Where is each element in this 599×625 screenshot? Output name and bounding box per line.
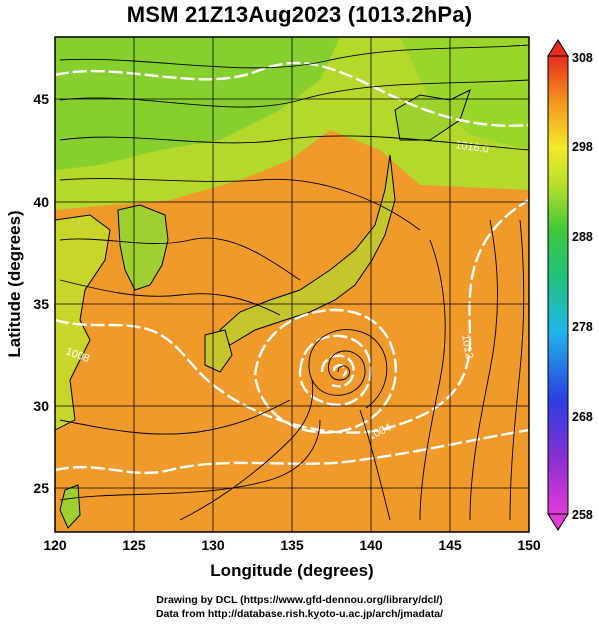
colorbar-tick-label: 278 xyxy=(572,320,593,334)
credit-drawing: Drawing by DCL (https://www.gfd-dennou.o… xyxy=(156,594,443,606)
colorbar-tick-label: 288 xyxy=(572,230,593,244)
colorbar-body xyxy=(547,55,569,515)
landmass-japan-honshu xyxy=(219,154,396,346)
isobar-low-inner-1 xyxy=(320,354,355,388)
colorbar-bottom-arrow xyxy=(547,513,569,531)
grid xyxy=(55,37,529,532)
colorbar-tick-label: 258 xyxy=(572,508,593,522)
contour-label-1012: 1012 xyxy=(459,333,475,359)
plot-frame xyxy=(54,36,530,533)
y-axis: 25 30 35 40 45 Latitude (degrees) xyxy=(5,91,49,496)
isobar-1016 xyxy=(55,61,529,127)
isobar-1004 xyxy=(298,334,372,407)
colorbar-top-arrow xyxy=(547,39,569,57)
y-tick-label: 30 xyxy=(33,398,49,414)
colorbar-tick-label: 298 xyxy=(572,140,593,154)
landmass-taiwan xyxy=(59,484,81,529)
y-tick-label: 40 xyxy=(33,194,49,210)
y-tick-label: 35 xyxy=(33,296,49,312)
x-tick-label: 145 xyxy=(438,537,462,553)
isobar-1008 xyxy=(253,308,397,434)
x-tick-label: 150 xyxy=(517,537,541,553)
streamlines xyxy=(59,44,529,521)
landmass-china xyxy=(55,214,111,431)
landmass-korea xyxy=(117,204,169,291)
y-axis-label: Latitude (degrees) xyxy=(5,210,24,357)
map-title: MSM 21Z13Aug2023 (1013.2hPa) xyxy=(126,2,473,27)
x-tick-label: 135 xyxy=(280,537,304,553)
x-axis: 120 125 130 135 140 145 150 Longitude (d… xyxy=(43,537,541,580)
contour-label-1016: 1016.0 xyxy=(455,139,490,156)
cool-field-north-inner xyxy=(55,37,340,170)
landmass-japan-hokkaido xyxy=(394,89,471,141)
x-tick-label: 120 xyxy=(43,537,67,553)
colorbar-tick-label: 268 xyxy=(572,410,593,424)
colorbar-tick-label: 308 xyxy=(572,51,593,65)
x-tick-label: 125 xyxy=(122,537,146,553)
x-tick-label: 130 xyxy=(201,537,225,553)
y-tick-label: 45 xyxy=(33,91,49,107)
isobar-south xyxy=(55,428,529,475)
y-tick-label: 25 xyxy=(33,480,49,496)
colorbar: 308 298 288 278 268 258 xyxy=(547,39,593,531)
landmass-kyushu xyxy=(204,329,233,373)
typhoon-spiral xyxy=(308,329,388,409)
x-axis-label: Longitude (degrees) xyxy=(210,561,373,580)
x-tick-label: 140 xyxy=(359,537,383,553)
credit-data: Data from http://database.rish.kyoto-u.a… xyxy=(155,608,444,620)
